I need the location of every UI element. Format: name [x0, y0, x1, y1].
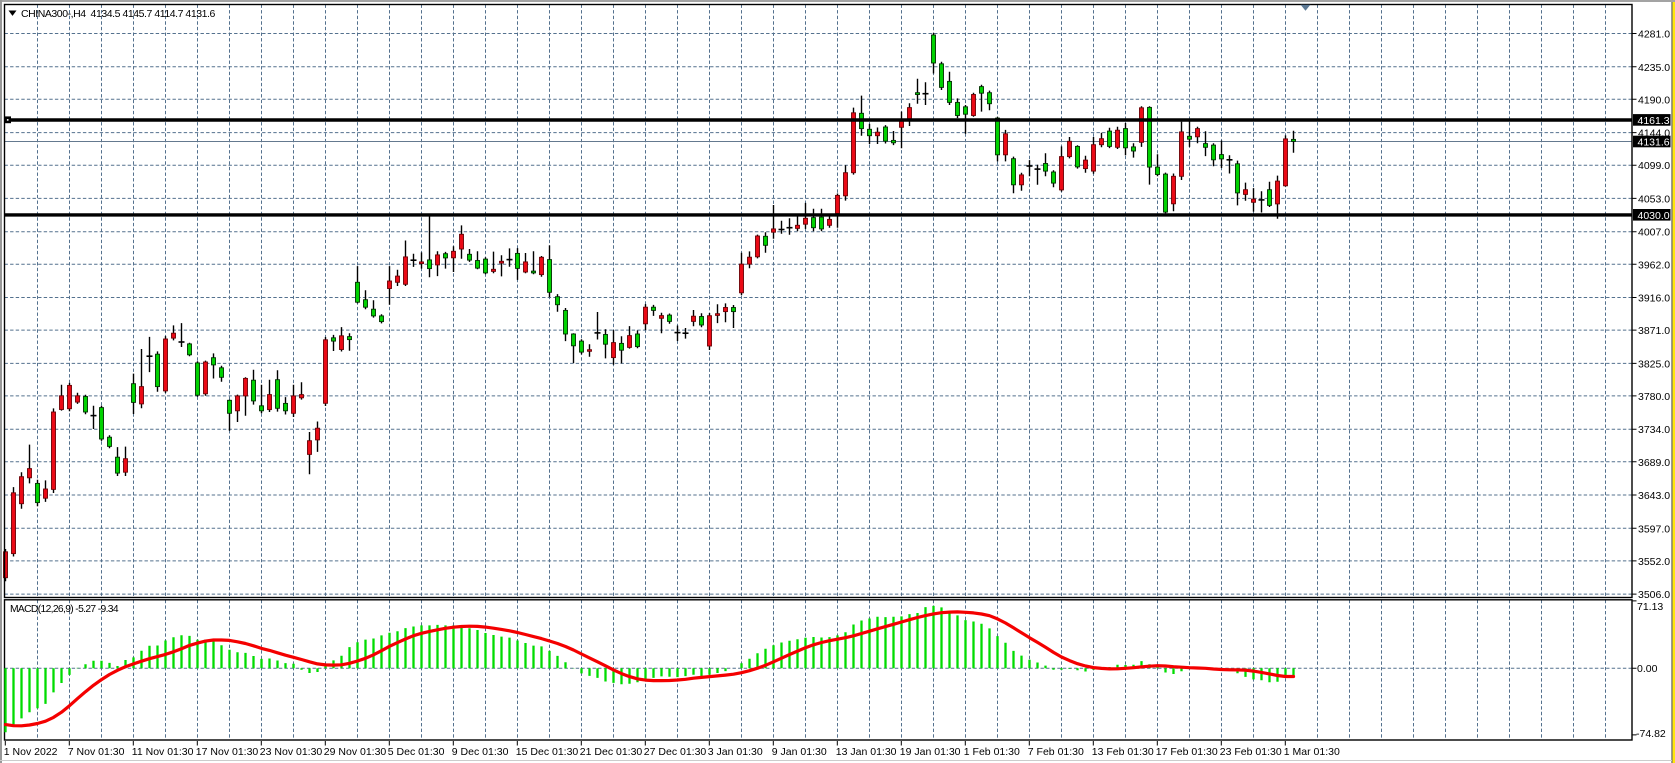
- svg-text:4053.0: 4053.0: [1638, 193, 1670, 205]
- svg-text:-74.82: -74.82: [1636, 728, 1666, 740]
- svg-text:3597.0: 3597.0: [1638, 523, 1670, 535]
- svg-text:4190.0: 4190.0: [1638, 94, 1670, 106]
- svg-text:17 Nov 01:30: 17 Nov 01:30: [196, 746, 259, 758]
- svg-text:3643.0: 3643.0: [1638, 490, 1670, 502]
- svg-text:7 Nov 01:30: 7 Nov 01:30: [68, 746, 125, 758]
- svg-text:17 Feb 01:30: 17 Feb 01:30: [1156, 746, 1218, 758]
- svg-text:3689.0: 3689.0: [1638, 457, 1670, 469]
- svg-text:3962.0: 3962.0: [1638, 259, 1670, 271]
- svg-text:23 Feb 01:30: 23 Feb 01:30: [1220, 746, 1282, 758]
- svg-text:19 Jan 01:30: 19 Jan 01:30: [900, 746, 961, 758]
- svg-text:4099.0: 4099.0: [1638, 160, 1670, 172]
- svg-text:3734.0: 3734.0: [1638, 424, 1670, 436]
- svg-text:5 Dec 01:30: 5 Dec 01:30: [388, 746, 445, 758]
- svg-text:11 Nov 01:30: 11 Nov 01:30: [132, 746, 194, 758]
- svg-text:13 Feb 01:30: 13 Feb 01:30: [1092, 746, 1154, 758]
- svg-text:71.13: 71.13: [1637, 601, 1663, 613]
- svg-text:4030.0: 4030.0: [1638, 210, 1670, 222]
- svg-text:1 Feb 01:30: 1 Feb 01:30: [964, 746, 1020, 758]
- svg-text:29 Nov 01:30: 29 Nov 01:30: [324, 746, 387, 758]
- svg-text:23 Nov 01:30: 23 Nov 01:30: [260, 746, 323, 758]
- svg-text:3780.0: 3780.0: [1638, 391, 1670, 403]
- svg-text:21 Dec 01:30: 21 Dec 01:30: [580, 746, 643, 758]
- svg-text:3 Jan 01:30: 3 Jan 01:30: [708, 746, 763, 758]
- svg-text:4131.6: 4131.6: [1638, 137, 1670, 149]
- svg-text:4007.0: 4007.0: [1638, 227, 1670, 239]
- svg-text:7 Feb 01:30: 7 Feb 01:30: [1028, 746, 1084, 758]
- svg-text:1 Nov 2022: 1 Nov 2022: [4, 746, 58, 758]
- svg-text:9 Dec 01:30: 9 Dec 01:30: [452, 746, 509, 758]
- svg-text:4281.0: 4281.0: [1638, 29, 1670, 41]
- svg-text:3552.0: 3552.0: [1638, 556, 1670, 568]
- svg-text:3871.0: 3871.0: [1638, 325, 1670, 337]
- svg-text:9 Jan 01:30: 9 Jan 01:30: [772, 746, 827, 758]
- svg-text:4235.0: 4235.0: [1638, 62, 1670, 74]
- svg-text:13 Jan 01:30: 13 Jan 01:30: [836, 746, 897, 758]
- svg-text:4161.3: 4161.3: [1638, 115, 1670, 127]
- svg-text:CHINA300-,H4 4134.5 4145.7 41: CHINA300-,H4 4134.5 4145.7 4114.7 4131.6: [21, 8, 215, 20]
- svg-text:1 Mar 01:30: 1 Mar 01:30: [1284, 746, 1340, 758]
- svg-text:3506.0: 3506.0: [1638, 589, 1670, 601]
- svg-text:0.00: 0.00: [1637, 663, 1658, 675]
- svg-text:3825.0: 3825.0: [1638, 358, 1670, 370]
- svg-text:3916.0: 3916.0: [1638, 293, 1670, 305]
- svg-text:15 Dec 01:30: 15 Dec 01:30: [516, 746, 579, 758]
- svg-text:MACD(12,26,9) -5.27 -9.34: MACD(12,26,9) -5.27 -9.34: [10, 604, 119, 615]
- svg-text:27 Dec 01:30: 27 Dec 01:30: [644, 746, 707, 758]
